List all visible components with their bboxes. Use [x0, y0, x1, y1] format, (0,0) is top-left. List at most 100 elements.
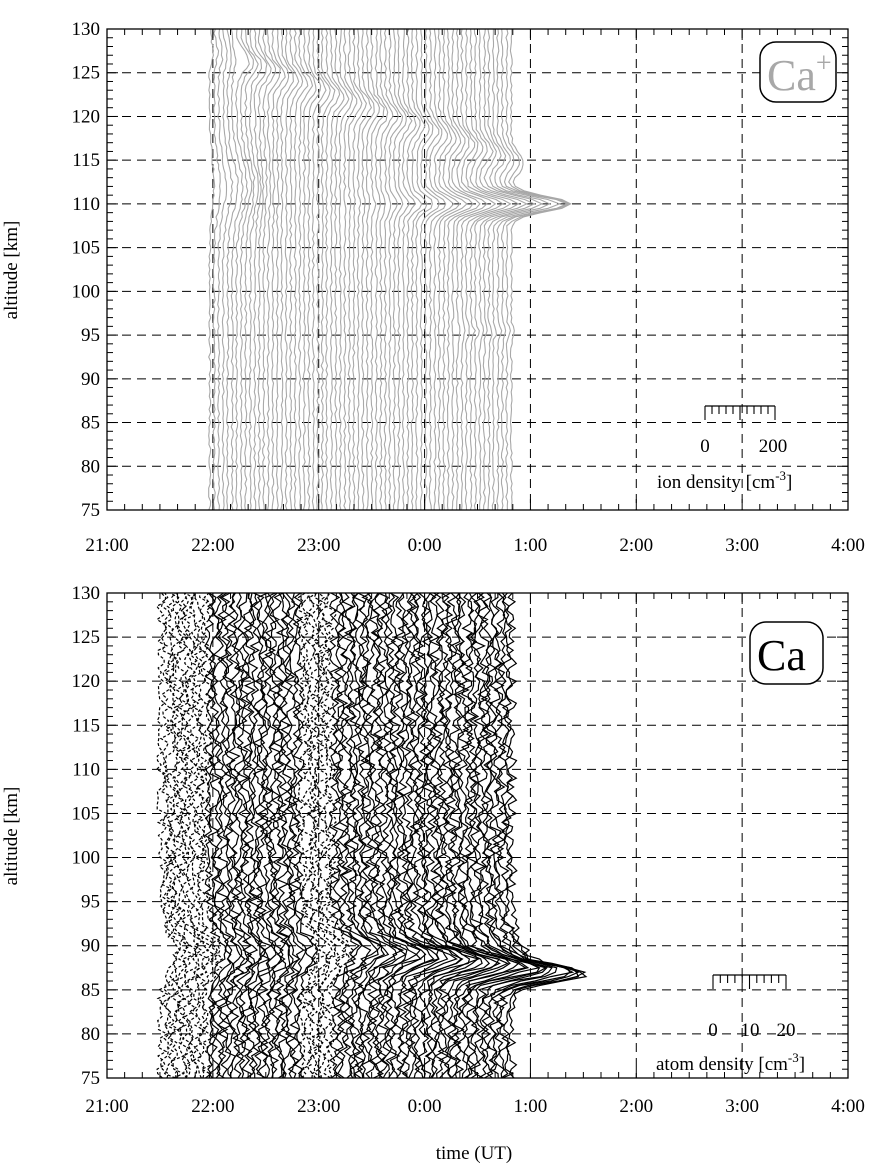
x-tick-label: 21:00 — [85, 1096, 128, 1117]
atom-density-profile — [300, 592, 330, 1079]
ion-density-profile — [442, 29, 474, 511]
ion-scale-min-label: 0 — [700, 436, 710, 457]
atom-density-profile — [203, 592, 227, 1079]
ca-ion-label-box — [759, 41, 837, 103]
atom-density-profile — [320, 592, 349, 1079]
ion-density-profile — [446, 28, 481, 511]
atom-density-profile — [344, 592, 383, 1079]
ion-density-profile — [298, 28, 314, 511]
y-tick-label: 90 — [81, 936, 100, 957]
ion-density-profile — [370, 29, 385, 511]
x-tick-label: 2:00 — [619, 535, 653, 556]
y-tick-label: 85 — [81, 413, 100, 434]
ion-panel-x-tick-labels: 21:00 22:00 23:00 0:00 1:00 2:00 3:00 4:00 — [85, 535, 865, 556]
ion-density-profile — [401, 29, 417, 511]
x-tick-label: 3:00 — [725, 535, 759, 556]
ion-density-profile — [482, 28, 544, 511]
atom-density-profile — [437, 592, 501, 1079]
atom-density-profile — [428, 592, 491, 1079]
atom-density-profile — [464, 592, 541, 1079]
ion-density-profile — [208, 29, 216, 511]
atom-density-profile — [251, 592, 277, 1079]
ion-density-profile — [455, 28, 497, 511]
ca-ion-label: Ca+ — [759, 41, 837, 103]
ion-density-profile — [505, 28, 571, 511]
atom-density-profile — [424, 592, 483, 1079]
y-tick-label: 115 — [72, 715, 100, 736]
y-tick-label: 100 — [72, 848, 101, 869]
y-tick-label: 125 — [72, 63, 101, 84]
atom-density-profile — [292, 592, 319, 1079]
ion-density-profile — [383, 28, 399, 511]
ion-density-profile — [338, 28, 353, 511]
ca-ion-label-base: Ca — [767, 51, 816, 100]
ion-density-profile — [473, 28, 528, 511]
x-tick-label: 4:00 — [831, 1096, 865, 1117]
atom-density-profile — [348, 592, 386, 1079]
ion-density-profile — [352, 28, 367, 511]
ion-density-profile — [302, 28, 317, 511]
atom-scale-mid-label: 10 — [741, 1020, 760, 1041]
atom-density-profile — [315, 592, 347, 1079]
ion-density-profile — [266, 28, 281, 511]
ion-density-profile — [410, 28, 428, 511]
atom-density-profile — [400, 592, 458, 1079]
atom-density-profile — [485, 592, 575, 1079]
ion-density-profile — [509, 28, 572, 511]
atom-density-profile — [207, 592, 232, 1079]
y-tick-label: 110 — [72, 194, 100, 215]
ion-density-profile — [356, 28, 373, 511]
ion-density-profile — [257, 28, 272, 511]
y-tick-label: 105 — [72, 803, 101, 824]
ion-density-profile — [464, 28, 512, 511]
ca-ion-label-text: Ca+ — [767, 48, 832, 100]
ion-density-profile — [460, 28, 504, 511]
ion-density-profile — [397, 28, 413, 511]
atom-density-profile — [288, 592, 315, 1079]
atom-density-profile — [388, 592, 440, 1079]
ion-panel-y-tick-labels: 75 80 85 90 95 100 105 110 115 120 125 130 — [72, 19, 101, 521]
atom-density-profile — [175, 592, 200, 1079]
ion-scale-max-label: 200 — [759, 436, 788, 457]
atom-scale-title: atom density [cm-3] — [656, 1050, 805, 1075]
x-tick-label: 23:00 — [297, 535, 340, 556]
ion-density-profile — [284, 28, 300, 511]
atom-density-profile — [488, 592, 571, 1079]
ion-density-profile — [487, 28, 551, 511]
atom-density-profile — [460, 592, 541, 1079]
ca-ion-label-superscript: + — [816, 48, 832, 79]
y-tick-label: 80 — [81, 456, 100, 477]
y-tick-label: 95 — [81, 325, 100, 346]
ion-density-profile — [347, 28, 363, 511]
x-axis-title: time (UT) — [436, 1143, 513, 1164]
ion-density-profile — [374, 28, 389, 511]
atom-density-profile — [420, 592, 479, 1079]
atom-density-profile — [192, 592, 218, 1079]
atom-density-profile — [308, 592, 338, 1079]
y-tick-label: 115 — [72, 150, 100, 171]
atom-density-profile — [280, 592, 305, 1079]
ion-density-profile — [262, 28, 277, 511]
ion-density-profile — [293, 28, 309, 511]
atom-density-profile — [412, 592, 471, 1079]
ion-density-profile — [496, 28, 569, 511]
ion-density-profile — [307, 28, 322, 511]
ion-density-profile — [289, 28, 304, 511]
ion-density-scale-bar — [704, 405, 776, 420]
ca-atom-label-text: Ca — [757, 631, 806, 680]
ion-density-profile — [451, 28, 488, 511]
atom-density-profile — [476, 592, 553, 1079]
atom-density-profile — [505, 592, 588, 1079]
atom-scale-max-label: 20 — [777, 1020, 796, 1041]
ion-density-profile — [491, 29, 562, 511]
ion-density-profile — [275, 28, 290, 511]
ion-density-profile — [365, 28, 380, 511]
atom-density-profiles — [155, 592, 588, 1079]
atom-density-profile — [364, 592, 407, 1079]
atom-density-profile — [336, 592, 372, 1079]
ion-panel-frame — [106, 28, 849, 511]
y-tick-label: 90 — [81, 369, 100, 390]
ion-density-profile — [343, 28, 358, 511]
ion-density-profile — [253, 28, 268, 511]
